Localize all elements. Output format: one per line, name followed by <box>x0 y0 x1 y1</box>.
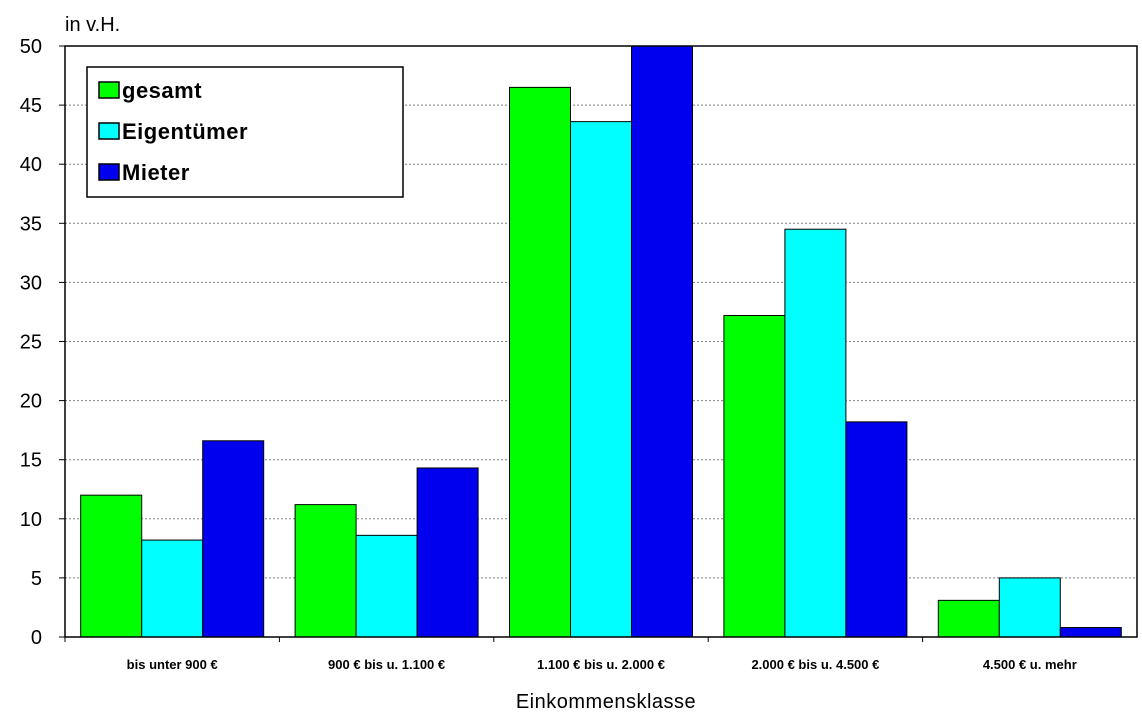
legend-entry: Mieter <box>122 160 190 185</box>
bar-eigentümer-1 <box>141 539 204 638</box>
bar-eigentümer-2 <box>355 534 418 638</box>
bar-gesamt-4 <box>723 314 786 638</box>
y-tick-label: 35 <box>20 213 42 235</box>
y-unit-label: in v.H. <box>65 14 120 36</box>
y-tick-label: 15 <box>20 450 42 472</box>
y-tick-label: 50 <box>20 36 42 58</box>
legend-entry: Eigentümer <box>122 119 248 144</box>
bar-mieter-5 <box>1059 627 1122 638</box>
bar-mieter-1 <box>202 440 265 638</box>
plot-frame <box>64 45 1138 638</box>
legend-swatch <box>98 122 120 140</box>
bar-eigentümer-5 <box>998 577 1061 638</box>
bar-eigentümer-4 <box>784 228 847 638</box>
x-axis-label: Einkommensklasse <box>516 691 696 713</box>
x-tick-label: bis unter 900 € <box>127 657 218 672</box>
y-tick-label: 0 <box>31 627 42 649</box>
bar-gesamt-5 <box>937 599 1000 638</box>
y-tick-label: 45 <box>20 95 42 117</box>
y-tick-label: 30 <box>20 272 42 294</box>
bar-gesamt-2 <box>294 504 357 638</box>
y-tick-label: 20 <box>20 391 42 413</box>
bar-mieter-4 <box>845 421 908 638</box>
x-axis-ticks: bis unter 900 € 900 € bis u. 1.100 € 1.100… <box>64 637 1077 672</box>
x-tick-label: 2.000 € bis u. 4.500 € <box>751 657 879 672</box>
legend: gesamt Eigentümer Mieter <box>86 66 404 198</box>
x-tick-label: 900 € bis u. 1.100 € <box>328 657 445 672</box>
bar-eigentümer-3 <box>570 121 632 638</box>
y-tick-label: 10 <box>20 509 42 531</box>
legend-box <box>86 66 404 198</box>
legend-entry: gesamt <box>122 78 202 103</box>
bar-mieter-2 <box>416 467 479 638</box>
bar-mieter-3 <box>631 45 693 638</box>
bar-gesamt-1 <box>80 494 143 638</box>
bar-gesamt-3 <box>509 86 571 638</box>
bars <box>80 45 1122 638</box>
x-tick-label: 1.100 € bis u. 2.000 € <box>537 657 665 672</box>
y-tick-label: 40 <box>20 154 42 176</box>
y-axis-ticks: 0 5 10 15 20 25 30 35 40 45 50 <box>20 36 65 649</box>
legend-swatch <box>98 81 120 99</box>
legend-swatch <box>98 163 120 181</box>
x-tick-label: 4.500 € u. mehr <box>983 657 1077 672</box>
y-tick-label: 5 <box>31 568 42 590</box>
y-tick-label: 25 <box>20 332 42 354</box>
